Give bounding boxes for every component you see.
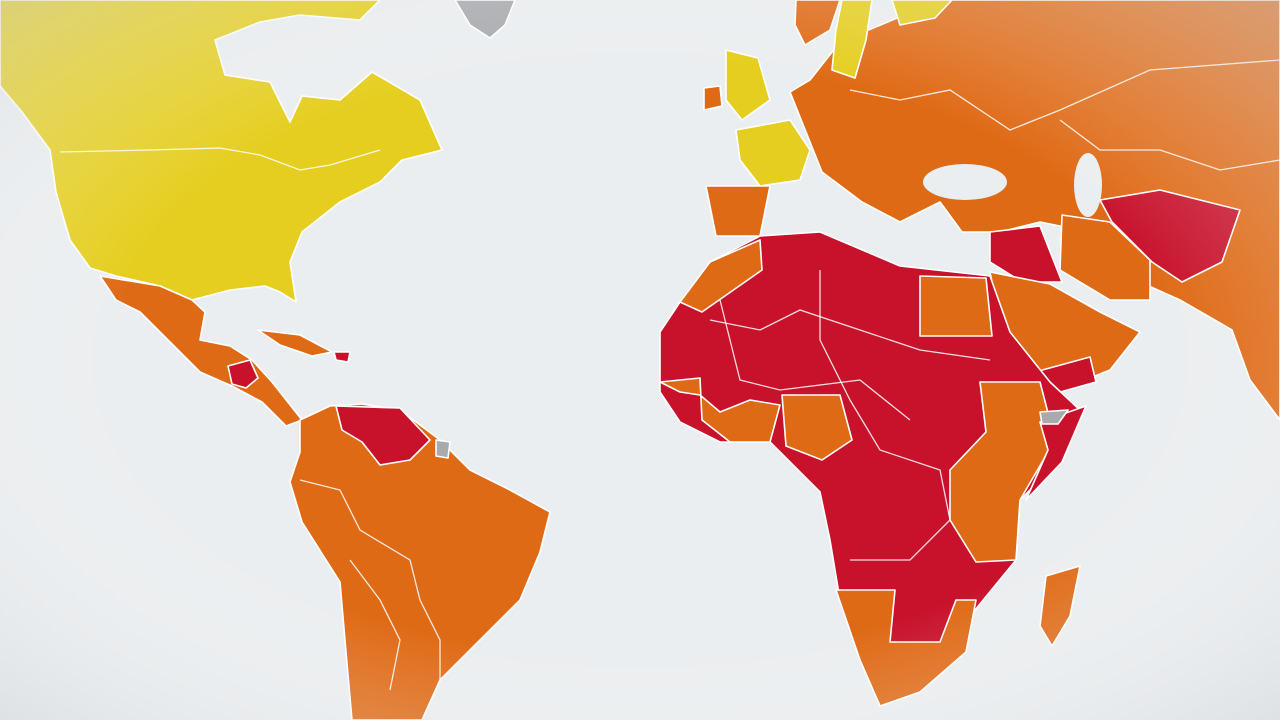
world-map	[0, 0, 1280, 720]
vignette	[0, 0, 1280, 720]
